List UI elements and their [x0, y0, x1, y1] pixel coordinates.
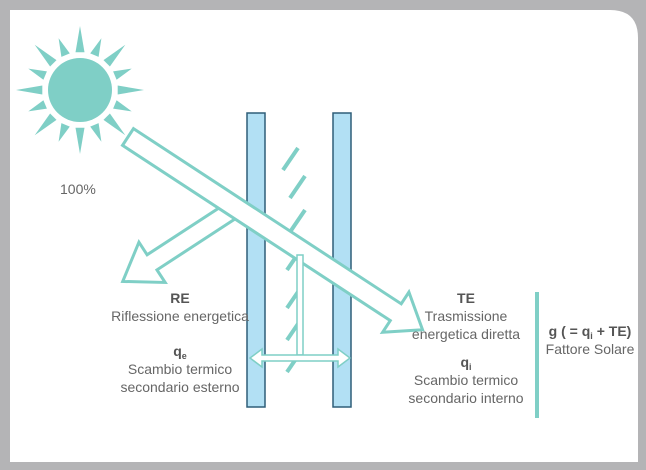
- te-code: TE: [457, 290, 475, 306]
- subscript: e: [182, 351, 187, 361]
- g-text: Fattore Solare: [546, 341, 635, 357]
- sun: [16, 26, 144, 154]
- qi-line: Scambio termico: [414, 372, 518, 388]
- solar-factor-bar: [535, 292, 539, 418]
- te-line: Trasmissione: [425, 308, 508, 324]
- subscript: i: [469, 362, 472, 372]
- sun-disc: [48, 58, 112, 122]
- qe-line: Scambio termico: [128, 361, 232, 377]
- diagram: 100% RE Riflessione energetica qe Scambi…: [0, 0, 646, 470]
- g-formula: g ( = qi + TE): [549, 323, 632, 341]
- symbol: q: [173, 343, 182, 359]
- incident-label: 100%: [60, 181, 96, 197]
- re-code: RE: [170, 290, 189, 306]
- symbol: q: [460, 354, 469, 370]
- re-text: Riflessione energetica: [111, 308, 249, 324]
- te-line: energetica diretta: [412, 326, 520, 342]
- qi-line: secondario interno: [408, 390, 523, 406]
- formula-part: g ( = q: [549, 323, 591, 339]
- qe-line: secondario esterno: [120, 379, 239, 395]
- formula-part: + TE): [593, 323, 632, 339]
